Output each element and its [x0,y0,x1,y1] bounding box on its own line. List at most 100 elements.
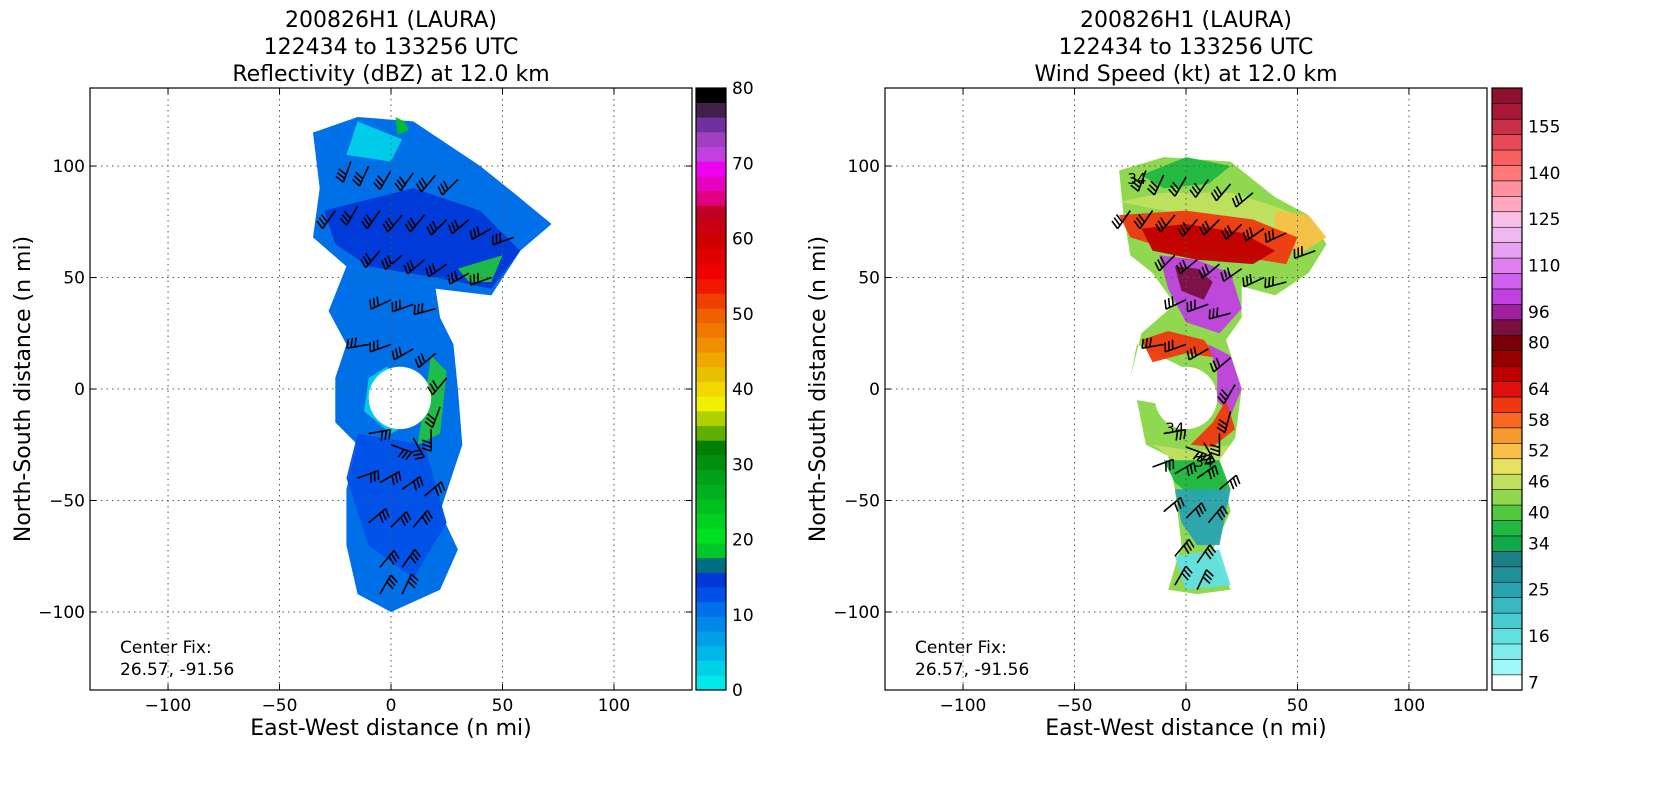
wind-barb [1186,346,1209,361]
x-tick-label: −50 [262,696,298,716]
colorbar-tick-label: 34 [1528,534,1550,554]
wind-barb [379,550,400,568]
wind-barb [390,443,413,461]
wind-barb [1168,176,1187,197]
y-tick-label: −50 [844,491,880,511]
colorbar-swatch [1491,365,1523,382]
colorbar-swatch [696,132,726,148]
y-tick-label: 0 [869,380,880,400]
colorbar-swatch [1491,566,1523,583]
wind-barb [368,508,390,524]
wind-barbs [1111,170,1316,591]
data-subregion [457,255,503,282]
wind-barb [391,346,414,361]
wind-barb [390,511,412,528]
colorbar-swatch [696,513,726,529]
data-subregion [1141,224,1276,265]
colorbar-tick-label: 25 [1528,581,1550,601]
wind-barb [339,205,359,226]
colorbar-frame [1491,87,1523,691]
colorbar-tick-label: 64 [1528,380,1550,400]
wind-barb [410,437,425,460]
data-subregion [1208,344,1242,416]
data-subregion [324,188,521,289]
colorbar-swatch [696,425,726,441]
wind-barb [1196,569,1214,591]
x-tick-label: −100 [940,696,987,716]
y-tick-label: 50 [858,269,880,289]
colorbar-tick-label: 20 [732,531,754,551]
colorbar-swatch [1491,211,1523,228]
colorbar-swatch [1491,427,1523,444]
wind-barb [1198,263,1220,279]
y-tick-label: 100 [53,157,85,177]
colorbar-swatch [1491,442,1523,460]
colorbar-swatch [1491,164,1523,182]
x-tick-label: 100 [1393,696,1425,716]
center-fix-annotation: Center Fix: [915,638,1007,658]
colorbar-swatch [1491,550,1523,568]
wind-barb [437,178,459,196]
data-subregion [1174,489,1231,546]
colorbar-swatch [696,396,726,412]
colorbar-tick-label: 140 [1528,164,1560,184]
chart-title-line: 122434 to 133256 UTC [1059,35,1314,60]
colorbar-tick-label: 155 [1528,118,1560,138]
colorbar-swatch [1491,103,1523,120]
wind-barb [1177,219,1198,237]
x-axis-label: East-West distance (n mi) [250,716,531,741]
wind-barb [394,172,414,192]
y-tick-label: 50 [63,269,85,289]
wind-barb [346,337,369,350]
colorbar-swatch [1491,581,1523,598]
colorbar-tick-label: 7 [1528,673,1539,693]
wind-barb [1196,464,1219,480]
wind-barb [403,259,425,275]
y-tick-label: −50 [49,491,85,511]
x-tick-label: 0 [386,696,397,716]
wind-barb [1189,178,1209,198]
center-fix-annotation: Center Fix: [120,638,212,658]
colorbar-tick-label: 40 [732,380,754,400]
wind-barb [1154,254,1176,272]
colorbar-tick-label: 50 [732,305,754,325]
colorbar-swatch [696,631,726,647]
colorbar-swatch [696,499,726,515]
wind-barb [425,262,448,278]
x-tick-label: −50 [1057,696,1093,716]
wind-barb [357,469,380,483]
wind-barb [1210,433,1221,457]
wind-barb [1176,259,1198,275]
colorbar-swatch [1491,597,1523,614]
wind-barb [1210,183,1232,202]
wind-barb [1242,227,1265,242]
colorbar-swatch [696,220,726,236]
colorbar: 7 16 25 34 40 46 52 58 64 80 96 110 125 140 155 [1491,87,1560,693]
wind-barb [360,210,381,230]
data-subregion [1190,400,1236,447]
colorbar-tick-label: 60 [732,230,754,250]
wind-barb [1264,276,1287,289]
colorbar-tick-label: 46 [1528,473,1550,493]
wind-barb [404,214,426,233]
colorbar-swatch [696,528,726,544]
colorbar-swatch [696,675,726,691]
colorbar-swatch [1491,658,1523,676]
wind-barb [379,574,398,595]
colorbar-swatch [1491,396,1523,413]
wind-barb [382,214,403,233]
colorbar-swatch [1491,257,1523,274]
chart-title-line: 200826H1 (LAURA) [1080,8,1292,33]
colorbar-tick-label: 70 [732,154,754,174]
colorbar-swatch [696,352,726,368]
colorbar-tick-label: 30 [732,455,754,475]
grid-lines [90,88,692,690]
colorbar-swatch [1491,303,1523,321]
wind-barb [381,254,403,270]
colorbar-swatch [1491,195,1523,213]
wind-barb [414,352,437,369]
colorbar-swatch [696,278,726,294]
wind-barb [401,573,419,595]
colorbar-swatch [696,249,726,265]
